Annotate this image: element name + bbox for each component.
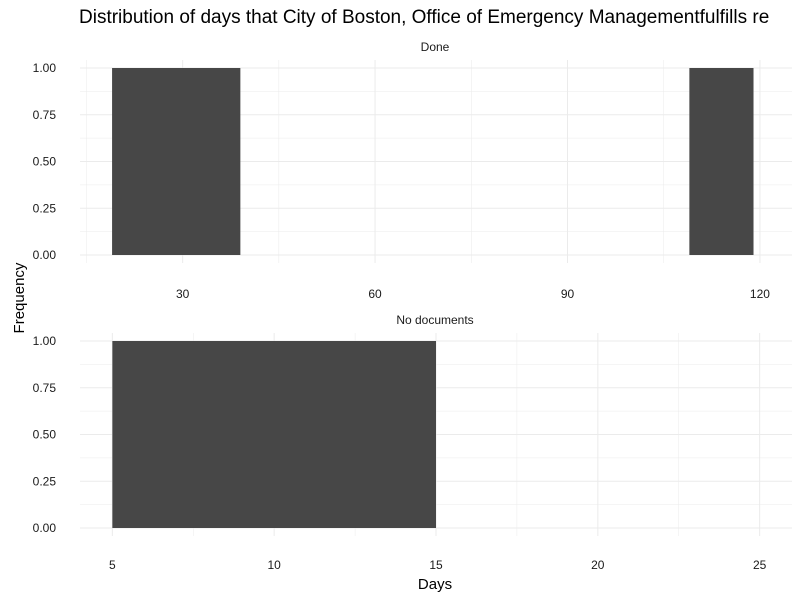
y-tick-label: 0.75	[33, 108, 57, 122]
x-tick-label: 10	[268, 558, 282, 572]
x-tick-label: 60	[368, 287, 382, 301]
y-tick-label: 0.00	[33, 521, 57, 535]
panel-done: Done 0.00 0.25 0.50 0.75 1.00 30 60 90 120	[33, 40, 792, 301]
y-tick-label: 1.00	[33, 334, 57, 348]
y-tick-label: 0.50	[33, 155, 57, 169]
histogram-bar	[689, 68, 754, 255]
x-tick-label: 90	[561, 287, 575, 301]
y-tick-label: 1.00	[33, 61, 57, 75]
y-tick-labels: 0.00 0.25 0.50 0.75 1.00	[33, 61, 57, 262]
panel-bars	[112, 68, 754, 255]
x-tick-label: 15	[429, 558, 443, 572]
panel-label-done: Done	[421, 40, 450, 54]
y-tick-label: 0.25	[33, 474, 57, 488]
histogram-bar	[112, 68, 241, 255]
x-tick-label: 30	[176, 287, 190, 301]
x-tick-label: 120	[750, 287, 770, 301]
x-tick-label: 5	[109, 558, 116, 572]
y-axis-title: Frequency	[11, 262, 28, 333]
panel-no-documents: No documents 0.00 0.25 0.50 0.75 1.00 5 10 15 2…	[33, 313, 792, 572]
y-tick-labels: 0.00 0.25 0.50 0.75 1.00	[33, 334, 57, 535]
x-tick-labels: 5 10 15 20 25	[109, 558, 767, 572]
chart-title: Distribution of days that City of Boston…	[79, 7, 769, 28]
y-tick-label: 0.25	[33, 201, 57, 215]
x-axis-title: Days	[418, 576, 452, 593]
x-tick-label: 25	[753, 558, 767, 572]
x-tick-labels: 30 60 90 120	[176, 287, 770, 301]
y-tick-label: 0.75	[33, 381, 57, 395]
y-tick-label: 0.00	[33, 248, 57, 262]
x-tick-label: 20	[591, 558, 605, 572]
panel-label-no-documents: No documents	[396, 313, 473, 327]
histogram-bar	[112, 341, 436, 528]
panel-bars	[112, 341, 436, 528]
y-tick-label: 0.50	[33, 428, 57, 442]
